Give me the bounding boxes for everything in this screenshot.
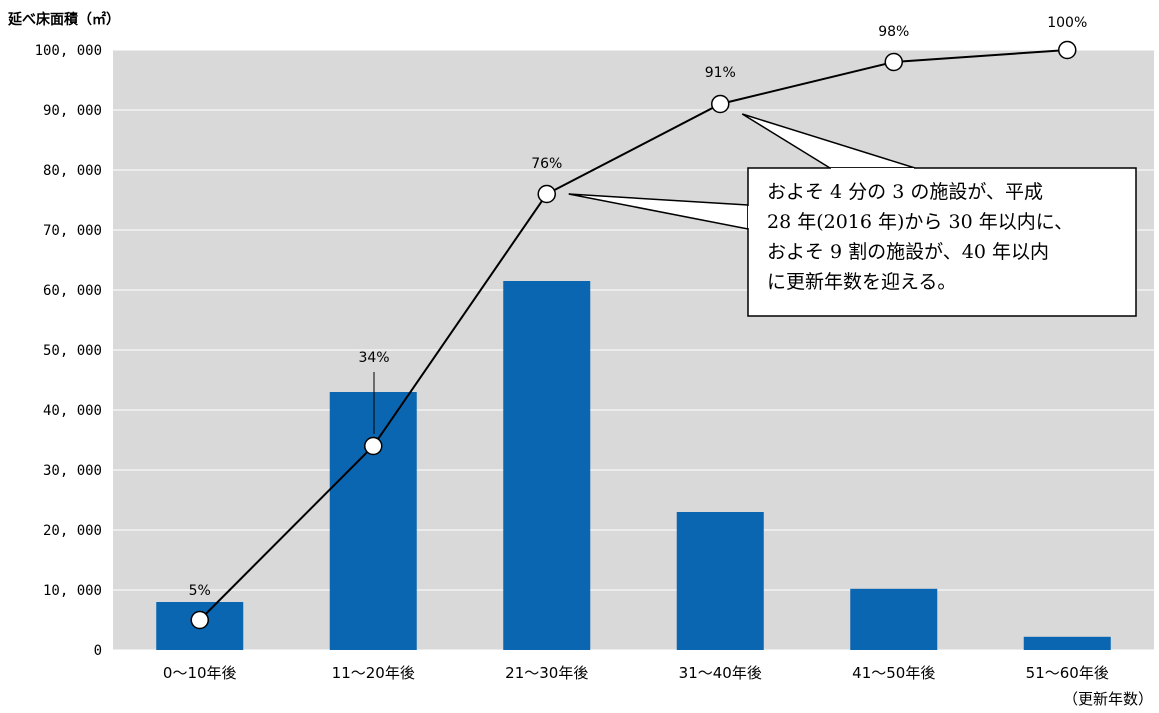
x-tick-label: 11～20年後	[332, 664, 415, 682]
annotation-callout: およそ 4 分の 3 の施設が、平成 28 年(2016 年)から 30 年以内に…	[568, 113, 1137, 317]
data-label: 98%	[878, 24, 909, 40]
gridlines	[113, 49, 1154, 651]
x-tick-label: 51～60年後	[1026, 664, 1109, 682]
x-axis-categories: 0～10年後 11～20年後 21～30年後 31～40年後 41～50年後 51～60年…	[163, 664, 1109, 682]
callout-box	[747, 167, 1137, 317]
y-axis-label: 延べ床面積（㎡）	[7, 11, 120, 28]
y-tick-label: 10, 000	[43, 583, 102, 599]
callout-text-line: 28 年(2016 年)から 30 年以内に、	[767, 211, 1073, 233]
y-tick-label: 30, 000	[43, 463, 102, 479]
y-tick-label: 20, 000	[43, 523, 102, 539]
data-point	[884, 52, 903, 72]
y-tick-label: 60, 000	[43, 283, 102, 299]
data-point	[711, 94, 730, 114]
data-point	[537, 184, 556, 204]
y-tick-label: 40, 000	[43, 403, 102, 419]
callout-text-line: およそ 9 割の施設が、40 年以内	[767, 241, 1049, 263]
data-label: 34%	[358, 350, 389, 366]
y-tick-label: 70, 000	[43, 223, 102, 239]
x-tick-label: 41～50年後	[852, 664, 935, 682]
cumulative-line: 5% 34% 76% 91% 98% 100%	[189, 15, 1087, 630]
bar	[329, 392, 417, 650]
data-point	[190, 610, 209, 630]
y-axis-ticks: 0 10, 000 20, 000 30, 000 40, 000 50, 000 60, …	[35, 43, 102, 659]
y-tick-label: 90, 000	[43, 103, 102, 119]
data-label: 91%	[705, 65, 736, 81]
x-axis-label: （更新年数）	[1063, 690, 1153, 708]
callout-text-line: に更新年数を迎える。	[767, 271, 956, 293]
callout-text-line: およそ 4 分の 3 の施設が、平成	[767, 181, 1043, 203]
cumulative-line-path	[199, 49, 1068, 621]
data-point	[1058, 40, 1077, 60]
y-tick-label: 50, 000	[43, 343, 102, 359]
bars	[156, 281, 1111, 650]
data-label: 5%	[189, 583, 211, 599]
data-point	[364, 436, 383, 456]
bar	[503, 281, 591, 650]
data-label: 100%	[1047, 15, 1087, 31]
x-tick-label: 0～10年後	[163, 664, 237, 682]
bar	[850, 588, 938, 650]
x-tick-label: 21～30年後	[505, 664, 588, 682]
y-tick-label: 0	[94, 643, 102, 659]
y-tick-label: 100, 000	[35, 43, 102, 59]
y-tick-label: 80, 000	[43, 163, 102, 179]
bar	[1023, 636, 1111, 650]
x-tick-label: 31～40年後	[679, 664, 762, 682]
data-label: 76%	[531, 156, 562, 172]
bar	[676, 512, 764, 650]
